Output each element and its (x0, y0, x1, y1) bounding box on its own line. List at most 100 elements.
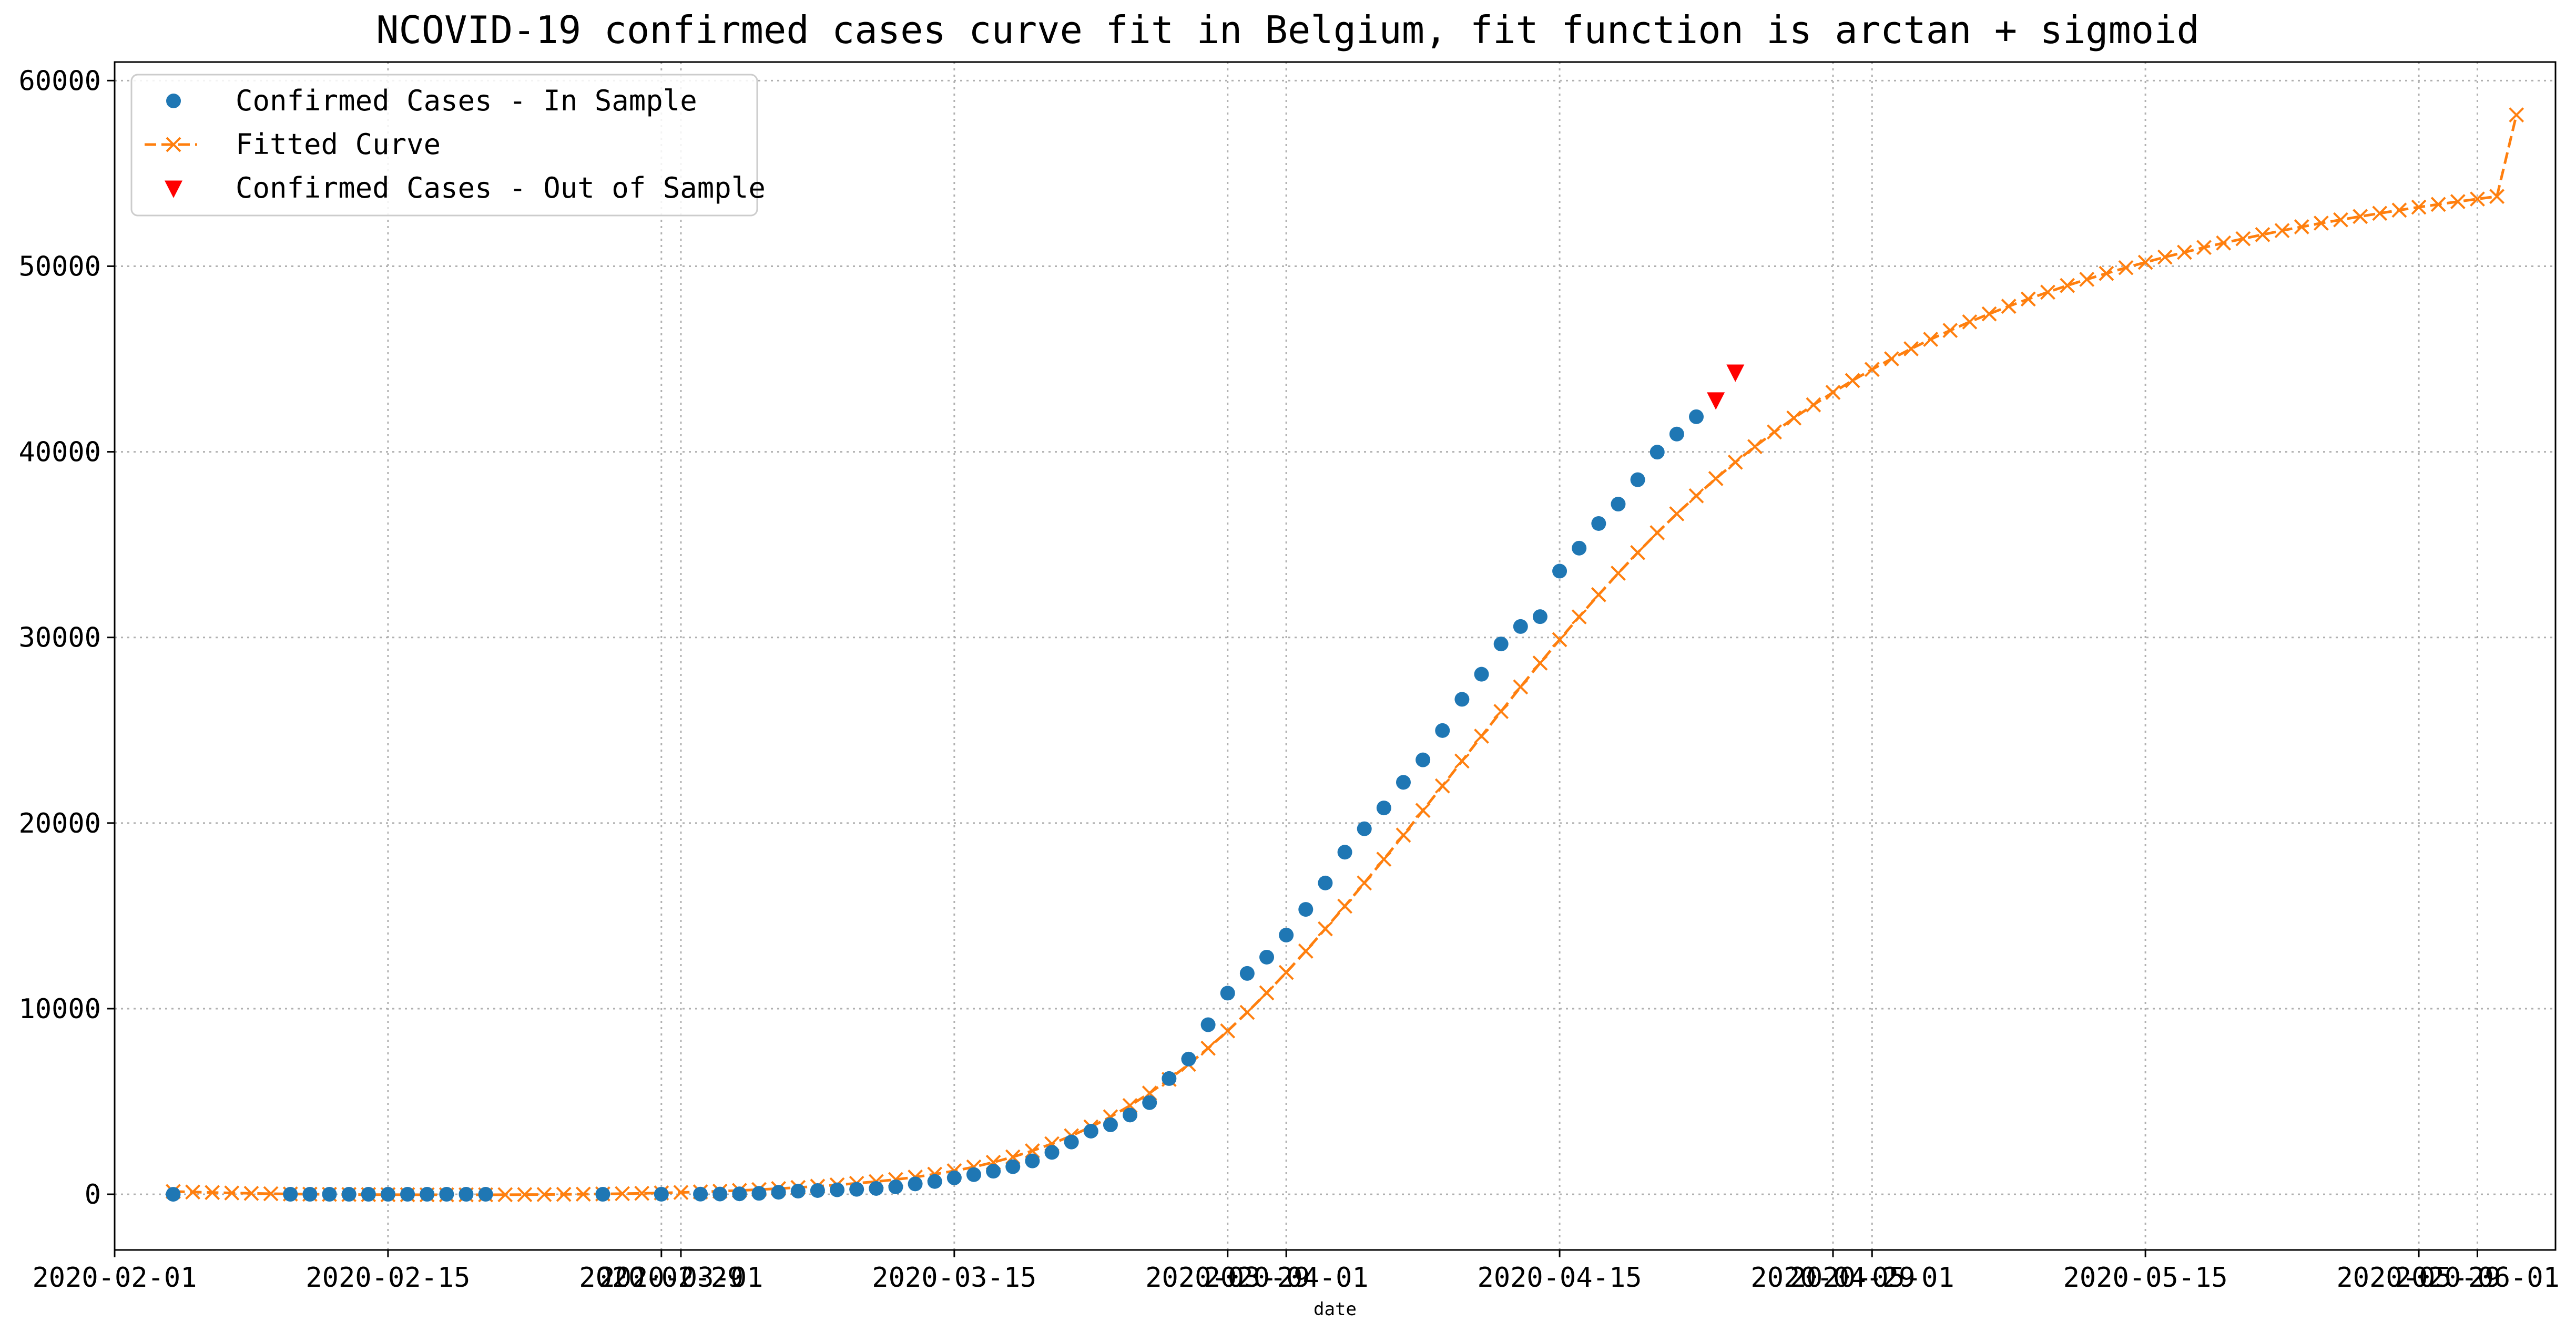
series-circle (166, 409, 1704, 1202)
data-point (2001, 299, 2017, 314)
data-point (751, 1186, 767, 1201)
data-point (166, 1187, 181, 1202)
data-point (1005, 1159, 1021, 1174)
data-point (1142, 1095, 1157, 1110)
data-point (380, 1187, 395, 1202)
data-point (1396, 775, 1411, 790)
legend-label: Confirmed Cases - Out of Sample (236, 171, 766, 204)
data-point (2294, 219, 2309, 234)
data-point (830, 1182, 845, 1197)
data-point (1532, 609, 1547, 624)
legend-entry: Confirmed Cases - Out of Sample (165, 171, 766, 204)
data-point (1532, 655, 1548, 671)
data-point (1767, 424, 1782, 440)
y-tick-label: 0 (85, 1179, 101, 1211)
data-point (1981, 306, 1997, 322)
data-point (1611, 497, 1626, 512)
data-point (1864, 362, 1880, 377)
data-point (1279, 927, 1294, 942)
data-point (1825, 385, 1841, 400)
y-tick-label: 20000 (18, 808, 101, 839)
data-point (888, 1179, 903, 1194)
data-point (1396, 827, 1411, 843)
data-point (1552, 563, 1567, 579)
data-point (2157, 249, 2173, 265)
data-point (869, 1181, 884, 1196)
data-point (1298, 944, 1314, 959)
data-point (1239, 966, 1255, 981)
data-point (2313, 216, 2329, 231)
x-tick-label: 2020-03-15 (872, 1262, 1036, 1294)
x-tick-label: 2020-02-29 (579, 1262, 744, 1294)
data-point (205, 1185, 220, 1201)
data-point (1630, 472, 1645, 487)
data-point (2470, 191, 2485, 207)
data-point (1688, 488, 1704, 504)
data-point (1337, 845, 1352, 860)
data-point (2060, 278, 2075, 293)
data-point (2079, 272, 2095, 287)
data-point (497, 1187, 513, 1203)
data-point (2411, 199, 2427, 215)
data-point (1025, 1153, 1040, 1168)
data-point (2020, 291, 2036, 307)
axis-ticks: 2020-02-01 2020-02-15 2020-02-292020-03-01… (18, 65, 2560, 1294)
x-tick-label: 2020-05-01 (1790, 1262, 1954, 1294)
data-point (2235, 231, 2251, 247)
data-point (1357, 821, 1372, 836)
data-point (1806, 397, 1821, 413)
data-point (1044, 1145, 1060, 1160)
x-tick-label: 2020-02-15 (306, 1262, 470, 1294)
data-point (1493, 637, 1509, 652)
legend-entry: Fitted Curve (145, 128, 441, 161)
x-tick-label: 2020-03-29 (1145, 1262, 1310, 1294)
data-point (439, 1187, 454, 1202)
data-point (712, 1186, 728, 1202)
data-point (243, 1185, 259, 1201)
data-point (1103, 1117, 1118, 1132)
data-point (946, 1170, 962, 1185)
grid-lines (114, 62, 2555, 1250)
data-point (1630, 545, 1646, 560)
x-tick-label: 2020-04-01 (1204, 1262, 1369, 1294)
data-point (1571, 609, 1587, 624)
data-point (1416, 752, 1431, 767)
data-point (1259, 985, 1275, 1001)
legend-marker (166, 94, 181, 108)
x-tick-label: 2020-02-01 (32, 1262, 197, 1294)
data-point (1708, 470, 1724, 486)
data-point (1376, 852, 1392, 867)
data-point (2274, 223, 2290, 239)
data-point (927, 1174, 942, 1189)
data-point (1903, 341, 1919, 356)
data-point (283, 1187, 298, 1202)
data-point (1650, 445, 1665, 460)
data-point (1318, 921, 1333, 937)
data-point (1591, 587, 1606, 602)
x-tick-label: 2020-03-01 (598, 1262, 763, 1294)
data-point (1942, 323, 1958, 339)
data-point (1415, 803, 1431, 818)
data-point (1727, 454, 1743, 470)
data-point (615, 1186, 630, 1202)
x-tick-label: 2020-05-29 (2337, 1262, 2501, 1294)
data-point (1220, 986, 1235, 1001)
data-point (2372, 206, 2388, 221)
data-point (302, 1187, 318, 1202)
data-point (1278, 965, 1294, 980)
data-point (2040, 284, 2055, 300)
data-point (1650, 525, 1665, 540)
data-point (732, 1186, 747, 1202)
x-tick-label: 2020-05-15 (2063, 1262, 2228, 1294)
legend-marker (165, 180, 182, 198)
data-point (420, 1187, 435, 1202)
data-point (1611, 566, 1626, 581)
data-point (1259, 949, 1275, 965)
data-point (654, 1186, 669, 1202)
data-point (908, 1176, 923, 1192)
data-point (459, 1187, 474, 1202)
data-point (2391, 202, 2407, 218)
data-point (1747, 439, 1763, 455)
y-tick-label: 50000 (18, 251, 101, 282)
